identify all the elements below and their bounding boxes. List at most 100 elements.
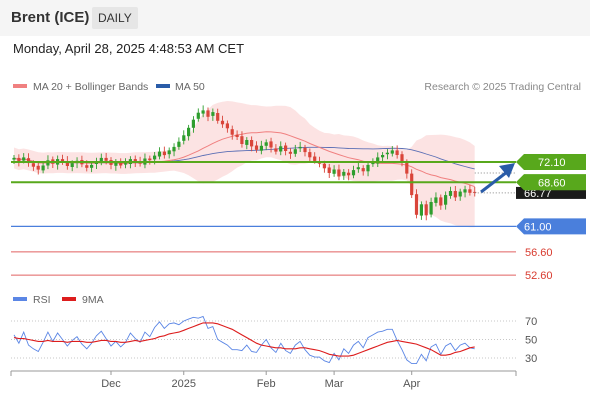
x-axis-label: Mar [325,378,344,390]
legend-label-ma50: MA 50 [175,81,205,93]
forecast-arrow-shaft [480,170,508,194]
candle-body [31,163,35,167]
candle-body [157,151,162,157]
x-axis-label: Feb [257,378,276,390]
candle-body [274,148,278,152]
candle-body [187,127,191,137]
candle-body [288,151,292,154]
candle-body [269,141,273,148]
resistance-label: 68.60 [538,177,566,189]
candle-body [284,145,288,151]
candle-body [216,113,220,121]
resistance-tag [516,154,586,170]
candle-body [298,146,302,149]
candle-body [453,191,457,198]
candle-body [337,169,341,177]
candle-body [12,157,16,160]
candle-body [172,146,176,152]
x-axis-label: 2025 [172,378,196,390]
timestamp: Monday, April 28, 2025 4:48:53 AM CET [13,41,245,56]
candle-body [390,150,394,154]
candle-body [293,149,297,154]
timeframe-badge[interactable]: DAILY [92,7,138,29]
candle-body [424,204,428,216]
candle-body [148,158,152,161]
candle-body [361,168,365,172]
rsi-line [13,315,475,365]
candle-body [414,194,419,215]
x-axis-labels: Dec 2025 Feb Mar Apr [101,371,421,390]
resistance-label: 72.10 [538,157,566,169]
candle-body [313,156,317,161]
pivot-tag [516,218,586,235]
candle-body [153,155,157,160]
candle-body [351,170,356,176]
candle-body [133,159,137,162]
x-axis-label: Apr [403,378,420,390]
candle-body [371,162,375,165]
candle-body [162,151,166,156]
candle-body [240,136,244,144]
candle-body [468,189,472,193]
candle-body [322,163,326,169]
candle-body [429,202,433,215]
candle-body [356,167,360,170]
candle-body [264,142,268,146]
target-label: 52.60 [525,270,553,282]
candle-body [104,157,108,161]
rsi-tick-label: 30 [525,353,537,365]
candle-body [177,141,181,147]
candle-body [119,162,123,166]
candle-body [182,135,186,141]
candle-body [332,169,336,174]
candle-body [22,157,26,161]
candle-body [225,123,229,129]
forecast-arrow-head [499,163,515,178]
candle-body [196,112,200,119]
legend-swatch-rsi [13,297,27,301]
candle-body [308,152,312,158]
rsi-layer: 70 50 30 [11,315,537,365]
candle-body [259,145,263,151]
candle-body [230,129,234,135]
candle-body [191,119,195,128]
candle-body [114,162,118,166]
candle-body [36,165,40,170]
last-price-label: 66.77 [524,188,552,200]
x-axis-label: Dec [101,378,121,390]
candle-body [65,161,69,166]
candle-body [400,154,404,162]
candle-body [327,167,331,173]
resistance-tag [516,174,586,191]
instrument-title: Brent (ICE) [11,9,90,26]
legend-label-ma20: MA 20 + Bollinger Bands [33,81,148,93]
rsi-tick-label: 70 [525,316,537,328]
candle-body [245,140,249,145]
candle-body [99,157,103,163]
candle-body [279,146,283,152]
candle-body [17,157,21,162]
rsi-tick-label: 50 [525,335,537,347]
candle-body [463,189,467,193]
rsi-ma-line [13,322,475,357]
candle-body [381,155,385,158]
candle-body [347,172,351,176]
pivot-label: 61.00 [524,221,552,233]
candle-body [41,165,45,171]
candle-body [60,159,65,162]
candle-body [434,197,438,203]
candle-body [211,112,215,116]
source-credit: Research © 2025 Trading Central [424,81,581,93]
candle-body [26,158,31,164]
candle-body [220,120,225,125]
candle-body [235,134,239,137]
legend-swatch-ma50 [156,84,170,88]
candle-body [206,110,210,117]
ma20-line [13,131,475,188]
legend-swatch-9ma [62,297,76,301]
candle-body [342,171,346,176]
candle-body [366,164,370,172]
